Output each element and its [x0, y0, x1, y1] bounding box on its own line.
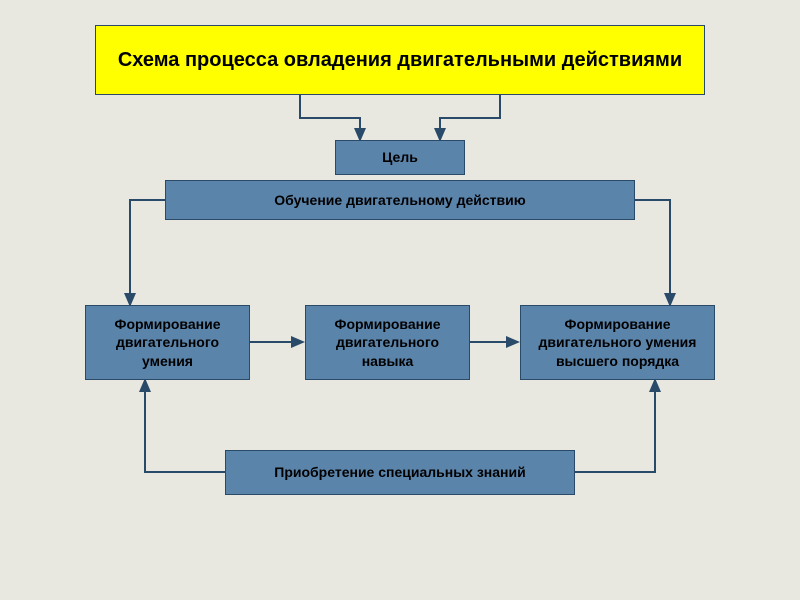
- knowledge-box: Приобретение специальных знаний: [225, 450, 575, 495]
- title-box: Схема процесса овладения двигательными д…: [95, 25, 705, 95]
- title-text: Схема процесса овладения двигательными д…: [118, 47, 682, 73]
- skill3-text: Формирование двигательного умения высшег…: [529, 315, 706, 370]
- skill2-text: Формирование двигательного навыка: [314, 315, 461, 370]
- skill2-box: Формирование двигательного навыка: [305, 305, 470, 380]
- training-text: Обучение двигательному действию: [274, 191, 525, 209]
- knowledge-text: Приобретение специальных знаний: [274, 463, 525, 481]
- training-box: Обучение двигательному действию: [165, 180, 635, 220]
- goal-box: Цель: [335, 140, 465, 175]
- goal-text: Цель: [382, 148, 418, 166]
- skill1-text: Формирование двигательного умения: [94, 315, 241, 370]
- skill1-box: Формирование двигательного умения: [85, 305, 250, 380]
- skill3-box: Формирование двигательного умения высшег…: [520, 305, 715, 380]
